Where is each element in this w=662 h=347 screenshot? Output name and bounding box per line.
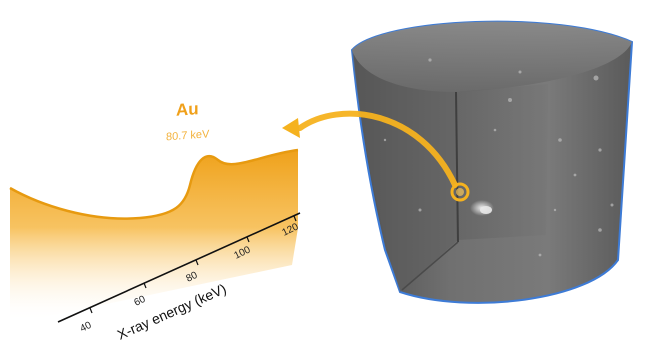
tick-120 xyxy=(293,215,297,222)
connector-arrow xyxy=(282,110,458,188)
highlight-ring xyxy=(450,182,470,202)
cutaway-left-face xyxy=(352,50,458,292)
element-label: Au xyxy=(176,99,199,120)
tick-label-80: 80 xyxy=(184,270,199,285)
cylinder-top-face xyxy=(352,21,632,93)
sample-3d-render xyxy=(350,20,634,304)
x-axis-line xyxy=(57,212,301,323)
connector-path xyxy=(297,110,458,188)
sample-speckles xyxy=(383,58,614,257)
tick-100 xyxy=(246,236,250,243)
x-axis-ticks xyxy=(89,215,297,314)
absorption-spectrum-line xyxy=(9,148,299,220)
tick-40 xyxy=(89,307,93,314)
edge-energy-label: 80.7 keV xyxy=(166,128,210,143)
cutaway-right-face xyxy=(455,84,548,240)
absorption-spectrum-area xyxy=(10,150,298,322)
tick-label-60: 60 xyxy=(132,294,147,309)
cutaway-edge xyxy=(455,91,459,243)
spectrum-panel: 40 60 80 100 120 X-ray energy (keV) Au 8… xyxy=(9,99,301,343)
tick-60 xyxy=(143,282,147,289)
tick-80 xyxy=(195,259,199,266)
cutaway-bottom-edge xyxy=(401,241,459,291)
connector-arrowhead xyxy=(282,118,300,138)
highlight-dot xyxy=(456,188,464,196)
tick-label-40: 40 xyxy=(78,320,93,335)
gold-particle-core xyxy=(480,206,492,214)
